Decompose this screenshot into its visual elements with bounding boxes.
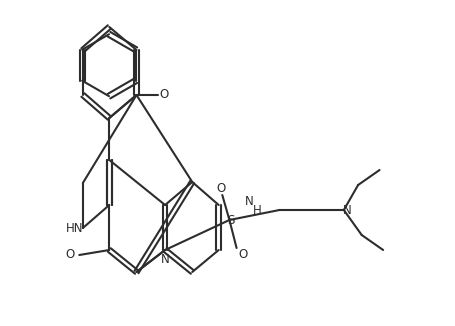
Text: O: O — [238, 248, 247, 261]
Text: O: O — [160, 88, 169, 101]
Text: N: N — [160, 253, 169, 266]
Text: O: O — [65, 248, 74, 261]
Text: N: N — [342, 203, 351, 216]
Text: O: O — [216, 182, 225, 195]
Text: S: S — [227, 214, 234, 227]
Text: N: N — [244, 195, 253, 208]
Text: H: H — [253, 204, 262, 216]
Text: HN: HN — [66, 221, 83, 234]
